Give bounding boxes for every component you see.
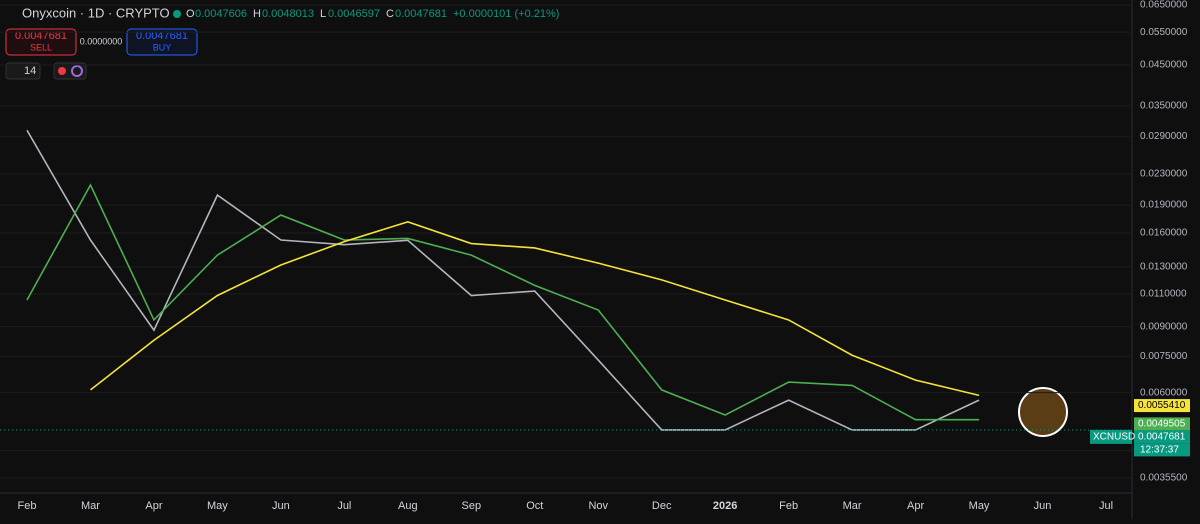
price-badge-label: 0.0055410 (1138, 400, 1186, 411)
x-tick-label: Feb (18, 500, 37, 512)
x-tick-label: Aug (398, 500, 418, 512)
buy-price: 0.0047681 (136, 30, 188, 42)
buy-button[interactable] (126, 28, 198, 56)
price-badge (1134, 417, 1190, 431)
x-tick-label: Jun (272, 500, 290, 512)
y-tick-label: 0.0550000 (1140, 27, 1188, 38)
x-tick-label: Mar (81, 500, 100, 512)
symbol[interactable]: Onyxcoin · 1D · CRYPTO (22, 5, 170, 20)
x-tick-label: Feb (779, 500, 798, 512)
price-badge-label: 0.0049505 (1138, 419, 1186, 430)
alert-icon (58, 67, 66, 75)
ohlc-value: 0.0048013 (262, 8, 314, 20)
countdown-bg (1134, 443, 1190, 457)
sell-label: SELL (30, 42, 52, 52)
ohlc-label: O (186, 8, 195, 20)
y-tick-label: 0.0060000 (1140, 387, 1188, 398)
indicator-count: 14 (24, 65, 36, 77)
status-dot (173, 10, 181, 18)
x-tick-label: Oct (526, 500, 543, 512)
y-tick-label: 0.0190000 (1140, 200, 1188, 211)
y-tick-label: 0.0130000 (1140, 261, 1188, 272)
series-line (89, 221, 980, 397)
x-tick-label: Nov (588, 500, 608, 512)
x-tick-label: Mar (843, 500, 862, 512)
y-tick-label: 0.0650000 (1140, 0, 1188, 11)
x-tick-label: Apr (907, 500, 924, 512)
ohlc-label: H (253, 8, 261, 20)
y-tick-label: 0.0160000 (1140, 228, 1188, 239)
countdown: 12:37:37 (1140, 445, 1179, 456)
x-tick-label: Apr (145, 500, 162, 512)
x-tick-label: Jun (1034, 500, 1052, 512)
x-tick-label: May (969, 500, 990, 512)
y-tick-label: 0.0035500 (1140, 473, 1188, 484)
y-tick-label: 0.0290000 (1140, 131, 1188, 142)
x-tick-label: Jul (1099, 500, 1113, 512)
x-tick-label: Sep (462, 500, 482, 512)
y-tick-label: 0.0090000 (1140, 321, 1188, 332)
y-tick-label: 0.0110000 (1140, 289, 1187, 300)
y-tick-label: 0.0450000 (1140, 59, 1188, 70)
series-line (26, 129, 980, 431)
ohlc-value: 0.0047681 (395, 8, 447, 20)
x-tick-label: 2026 (713, 500, 737, 512)
x-tick-label: Jul (337, 500, 351, 512)
ohlc-value: 0.0046597 (328, 8, 380, 20)
refresh-icon (71, 65, 83, 77)
ohlc-label: C (386, 8, 394, 20)
change: +0.0000101 (+0.21%) (453, 8, 559, 20)
y-tick-label: 0.0075000 (1140, 351, 1188, 362)
y-tick-label: 0.0230000 (1140, 169, 1188, 180)
spread: 0.0000000 (80, 36, 123, 46)
x-tick-label: Dec (652, 500, 672, 512)
series-line (26, 183, 980, 421)
sell-button[interactable] (5, 28, 77, 56)
price-badge (1134, 430, 1190, 444)
cursor-highlight (1018, 387, 1068, 437)
ohlc-value: 0.0047606 (195, 8, 247, 20)
sell-price: 0.0047681 (15, 30, 67, 42)
buy-label: BUY (153, 42, 172, 52)
ohlc-label: L (320, 8, 326, 20)
price-badge-label: 0.0047681 (1138, 432, 1186, 443)
price-badge (1134, 399, 1190, 413)
symbol-tag: XCNUSD (1093, 432, 1135, 443)
x-tick-label: May (207, 500, 228, 512)
y-tick-label: 0.0350000 (1140, 100, 1188, 111)
symbol-tag-bg (1090, 429, 1132, 444)
indicator-toggle[interactable] (5, 62, 41, 80)
